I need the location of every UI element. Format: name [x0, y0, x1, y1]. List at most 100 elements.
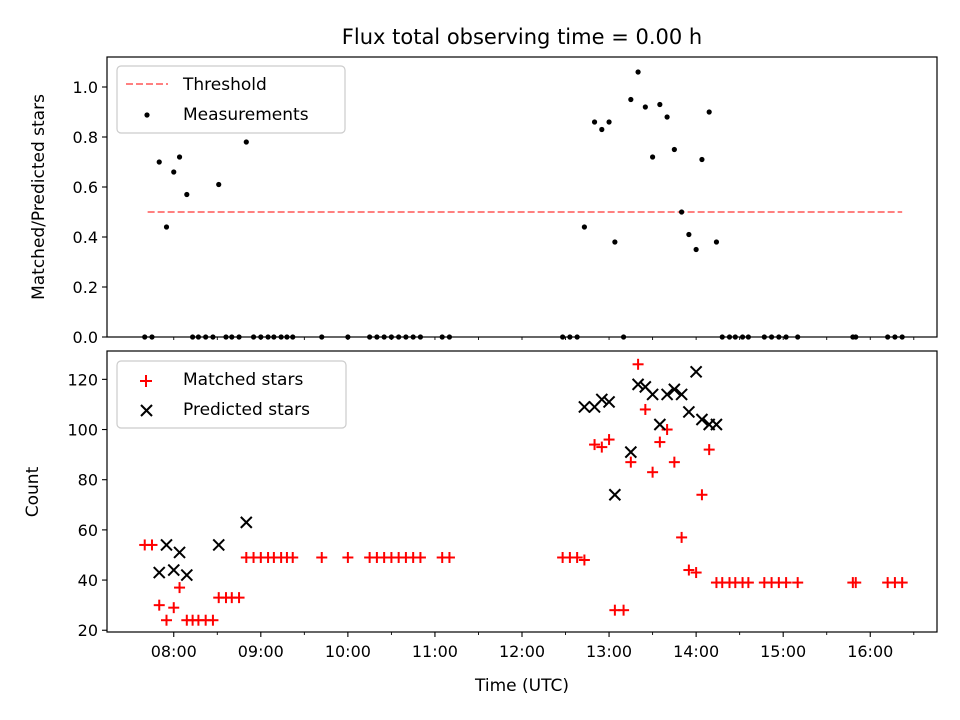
bottom-plot-marks	[139, 358, 908, 626]
matched-stars-point	[316, 551, 328, 563]
x-tick-label: 11:00	[412, 642, 458, 661]
x-tick-label: 14:00	[673, 642, 719, 661]
y-tick-label: 60	[78, 521, 98, 540]
y-tick-label: 0.6	[73, 178, 98, 197]
predicted-stars-point	[624, 445, 638, 459]
matched-stars-point	[618, 604, 630, 616]
measurement-point	[706, 109, 712, 115]
measurements-legend-swatch	[144, 112, 150, 118]
matched-stars-point	[661, 424, 673, 436]
bottom-legend-box	[116, 360, 347, 429]
predicted-stars-point	[212, 538, 225, 552]
measurement-point	[649, 154, 656, 160]
predicted-stars-point	[173, 546, 186, 559]
matched-stars-point	[207, 614, 219, 626]
matched-stars-point	[632, 358, 644, 370]
y-tick-label: 40	[78, 571, 98, 590]
measurement-point	[686, 231, 692, 238]
measurement-point	[628, 96, 634, 103]
bottom-y-axis-label: Count	[23, 466, 43, 517]
y-tick-label: 0.2	[73, 278, 98, 297]
y-tick-label: 0.0	[73, 328, 98, 347]
threshold-legend-label: Threshold	[182, 75, 267, 95]
predicted-stars-point	[595, 393, 609, 406]
y-tick-label: 0.8	[73, 128, 98, 147]
predicted-stars-point	[180, 568, 194, 582]
measurement-point	[599, 126, 605, 133]
predicted-stars-point	[167, 563, 180, 577]
matched-stars-point	[639, 403, 651, 415]
predicted-stars-point	[240, 516, 253, 529]
measurements-legend-label: Measurements	[183, 105, 309, 125]
measurement-point	[699, 156, 705, 163]
bottom-x-ticks: 08:00 09:00 10:00 11:00 12:00 13:00 14:00 15:00…	[151, 632, 915, 661]
matched-legend-label: Matched stars	[183, 370, 303, 390]
matched-stars-point	[146, 539, 158, 551]
bottom-legend: Matched stars Predicted stars	[116, 360, 347, 429]
matched-stars-point	[703, 444, 715, 456]
top-x-ticks	[173, 337, 915, 340]
x-tick-label: 09:00	[238, 642, 284, 661]
top-plot-marks	[142, 69, 905, 340]
figure-title: Flux total observing time = 0.00 h	[342, 25, 702, 49]
predicted-stars-point	[578, 400, 591, 414]
top-axes-panel: 0.0 0.2 0.4 0.6 0.8 1.0 Matched/Predicted sta…	[29, 56, 938, 347]
measurement-point	[612, 239, 618, 245]
matched-stars-point	[160, 614, 172, 626]
matched-stars-point	[696, 489, 708, 501]
predicted-stars-point	[675, 388, 688, 401]
matched-stars-point	[676, 531, 688, 543]
x-tick-label: 16:00	[847, 642, 893, 661]
measurement-point	[635, 69, 641, 75]
matched-stars-point	[578, 554, 590, 566]
measurement-point	[243, 139, 249, 145]
predicted-stars-point	[153, 566, 166, 579]
predicted-stars-point	[602, 395, 616, 409]
predicted-stars-point	[631, 378, 645, 391]
predicted-stars-point	[608, 488, 622, 501]
x-tick-label: 12:00	[499, 642, 545, 661]
measurement-point	[176, 154, 183, 160]
x-tick-label: 15:00	[760, 642, 806, 661]
matched-stars-point	[654, 436, 666, 448]
matched-stars-point	[792, 577, 804, 589]
predicted-stars-point	[160, 538, 173, 552]
matched-stars-point	[668, 456, 680, 468]
y-tick-label: 1.0	[73, 78, 98, 97]
y-tick-label: 80	[78, 471, 98, 490]
measurement-point	[671, 146, 677, 153]
predicted-stars-point	[710, 418, 723, 431]
measurement-point	[156, 159, 162, 165]
x-tick-label: 08:00	[151, 642, 197, 661]
measurement-point	[657, 101, 663, 108]
matched-stars-point	[571, 551, 583, 563]
predicted-stars-point	[695, 413, 709, 426]
x-tick-label: 10:00	[325, 642, 371, 661]
top-y-axis-label: Matched/Predicted stars	[29, 94, 49, 300]
matched-stars-point	[742, 577, 754, 589]
measurement-point	[664, 114, 670, 120]
y-tick-label: 0.4	[73, 228, 98, 247]
matched-stars-point	[153, 599, 165, 611]
matched-legend-swatch	[140, 375, 152, 387]
measurement-point	[713, 239, 720, 245]
predicted-stars-point	[668, 383, 681, 396]
matched-stars-point	[287, 551, 299, 563]
x-tick-label: 13:00	[586, 642, 632, 661]
bottom-y-ticks: 20 40 60 80 100 120	[67, 370, 107, 640]
measurement-point	[216, 181, 222, 188]
top-y-ticks: 0.0 0.2 0.4 0.6 0.8 1.0	[73, 78, 107, 347]
predicted-stars-point	[646, 388, 659, 401]
matched-stars-point	[896, 577, 908, 589]
bottom-axes-panel: 20 40 60 80 100 120 08:00 09:00 10:00 11:00 12:00…	[23, 350, 938, 696]
matched-stars-point	[168, 602, 180, 614]
predicted-stars-point	[689, 365, 703, 379]
measurement-point	[591, 119, 598, 125]
matched-stars-point	[690, 567, 702, 579]
measurement-point	[184, 191, 190, 198]
top-legend-box	[116, 65, 346, 134]
matched-stars-point	[589, 439, 601, 451]
y-tick-label: 20	[78, 621, 98, 640]
matched-stars-point	[603, 434, 615, 446]
